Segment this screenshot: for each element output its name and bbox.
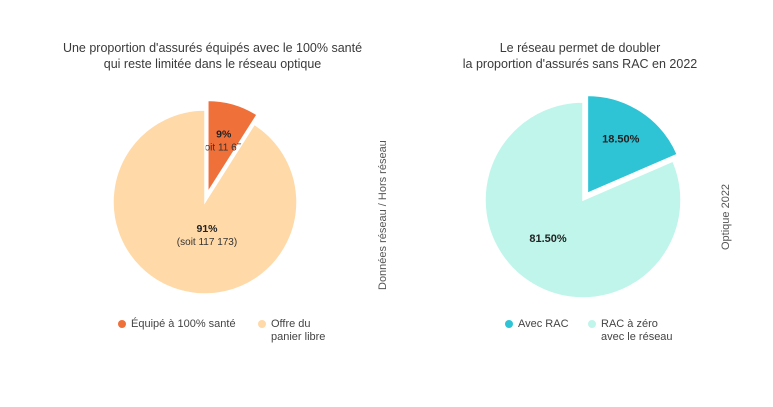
chart1-slice-0-detail-label: (soit 11 671) bbox=[196, 143, 251, 154]
legend-label: RAC à zéro avec le réseau bbox=[601, 318, 673, 343]
chart2-title-line2: la proportion d'assurés sans RAC en 2022 bbox=[462, 57, 698, 71]
legend-swatch bbox=[588, 320, 596, 328]
chart2-legend-item-0: Avec RAC bbox=[505, 318, 585, 331]
chart1-slice-0 bbox=[207, 99, 259, 195]
chart1-side-label: Données réseau / Hors réseau bbox=[377, 140, 389, 290]
chart1-slice-1 bbox=[112, 109, 298, 295]
chart2-title: Le réseau permet de doubler la proportio… bbox=[430, 40, 730, 72]
chart2-legend-item-1: RAC à zéro avec le réseau bbox=[588, 318, 683, 344]
legend-label: Avec RAC bbox=[518, 318, 569, 330]
chart1-title: Une proportion d'assurés équipés avec le… bbox=[55, 40, 370, 72]
chart1-title-line1: Une proportion d'assurés équipés avec le… bbox=[62, 41, 363, 55]
chart1-title-line2: qui reste limitée dans le réseau optique bbox=[103, 57, 322, 71]
chart2-title-line1: Le réseau permet de doubler bbox=[499, 41, 661, 55]
legend-label: Équipé à 100% santé bbox=[131, 318, 236, 330]
chart2-slice-1 bbox=[484, 101, 682, 299]
chart2-slice-1-pct-label: 81.50% bbox=[529, 233, 567, 245]
chart1-slice-0-pct-label: 9% bbox=[216, 129, 232, 141]
legend-swatch bbox=[258, 320, 266, 328]
chart2-side-label: Optique 2022 bbox=[720, 183, 732, 250]
chart1-slice-1-pct-label: 91% bbox=[196, 223, 218, 235]
legend-swatch bbox=[118, 320, 126, 328]
legend-swatch bbox=[505, 320, 513, 328]
legend-label: Offre du panier libre bbox=[271, 318, 326, 343]
chart2-slice-0 bbox=[586, 94, 679, 195]
chart1-legend-item-1: Offre du panier libre bbox=[258, 318, 338, 344]
chart1-slice-1-detail-label: (soit 117 173) bbox=[177, 237, 237, 248]
chart2-slice-0-pct-label: 18.50% bbox=[602, 134, 640, 146]
chart1-legend-item-0: Équipé à 100% santé bbox=[118, 318, 243, 331]
